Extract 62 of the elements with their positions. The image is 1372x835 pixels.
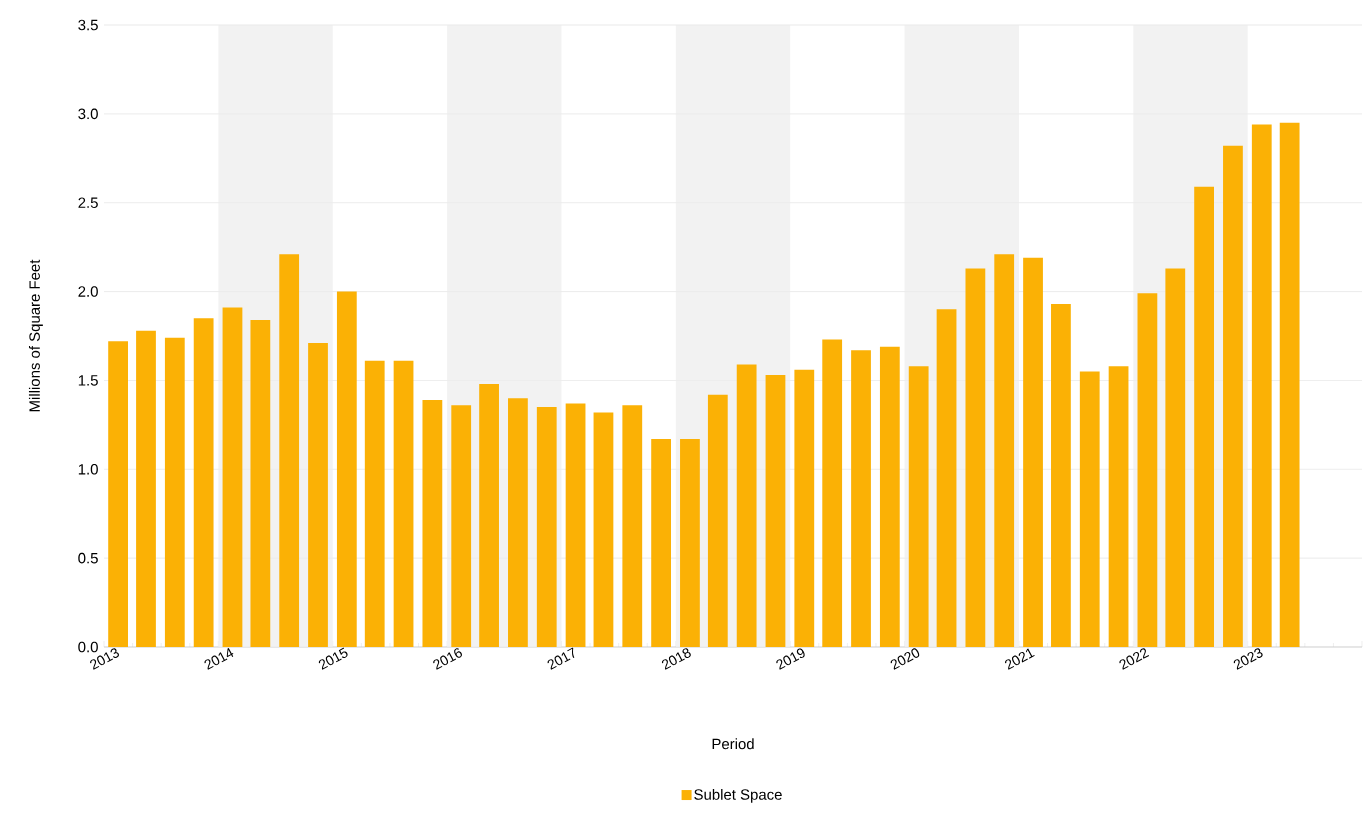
x-tick-label: 2020 [890, 648, 920, 670]
x-tick-label: 2014 [204, 647, 234, 670]
bar [393, 360, 414, 647]
bar [593, 412, 614, 647]
bar [651, 439, 671, 647]
bar [822, 339, 843, 647]
bar [1079, 371, 1100, 647]
y-tick-label: 3.0 [78, 108, 98, 120]
bar [479, 383, 499, 647]
bar [965, 268, 986, 647]
x-axis-title: Period [712, 738, 754, 750]
y-tick-label: 1.0 [78, 463, 98, 475]
bar [1223, 145, 1243, 647]
bar [622, 405, 643, 647]
x-tick-label: 2016 [433, 648, 462, 670]
bar [308, 343, 328, 647]
bar [451, 405, 472, 647]
y-tick-label: 0.5 [78, 552, 98, 564]
bar [908, 366, 929, 647]
bar [707, 394, 728, 647]
bar [536, 407, 557, 647]
bar [136, 330, 156, 647]
bar [1194, 186, 1214, 647]
y-tick-label: 3.5 [78, 19, 98, 31]
bar [222, 307, 243, 647]
x-tick-label: 2017 [547, 647, 575, 670]
bar [1108, 366, 1129, 647]
y-tick-label: 2.5 [78, 197, 98, 208]
bar [794, 369, 815, 647]
x-tick-label: 2019 [776, 648, 805, 670]
bar [422, 399, 443, 647]
bar [336, 291, 357, 647]
bar [765, 375, 786, 647]
x-tick-label: 2023 [1233, 648, 1263, 670]
bar [1051, 304, 1071, 647]
bar [193, 318, 214, 647]
bar [1023, 257, 1043, 647]
bar [1137, 293, 1158, 647]
bar [508, 398, 528, 647]
y-tick-label: 1.5 [78, 375, 98, 386]
bar [108, 341, 128, 647]
y-axis-title: Millions of Square Feet [28, 259, 43, 412]
bar [279, 254, 300, 647]
bar [364, 360, 385, 647]
x-tick-label: 2018 [661, 648, 691, 670]
bar [164, 337, 185, 647]
x-tick-label: 2022 [1119, 648, 1150, 670]
bar [250, 320, 271, 647]
bar [879, 346, 900, 647]
legend-label: Sublet Space [694, 788, 782, 803]
bar [1251, 124, 1272, 647]
x-tick-label: 2015 [318, 647, 348, 670]
bar [736, 364, 757, 647]
y-tick-label: 2.0 [78, 286, 98, 297]
bar [1165, 268, 1186, 647]
bar [680, 439, 700, 647]
bar [565, 403, 586, 647]
bar [851, 350, 871, 647]
bar [936, 309, 957, 647]
x-tick-label: 2021 [1005, 648, 1035, 670]
bar [994, 254, 1015, 647]
bar [1279, 122, 1300, 647]
